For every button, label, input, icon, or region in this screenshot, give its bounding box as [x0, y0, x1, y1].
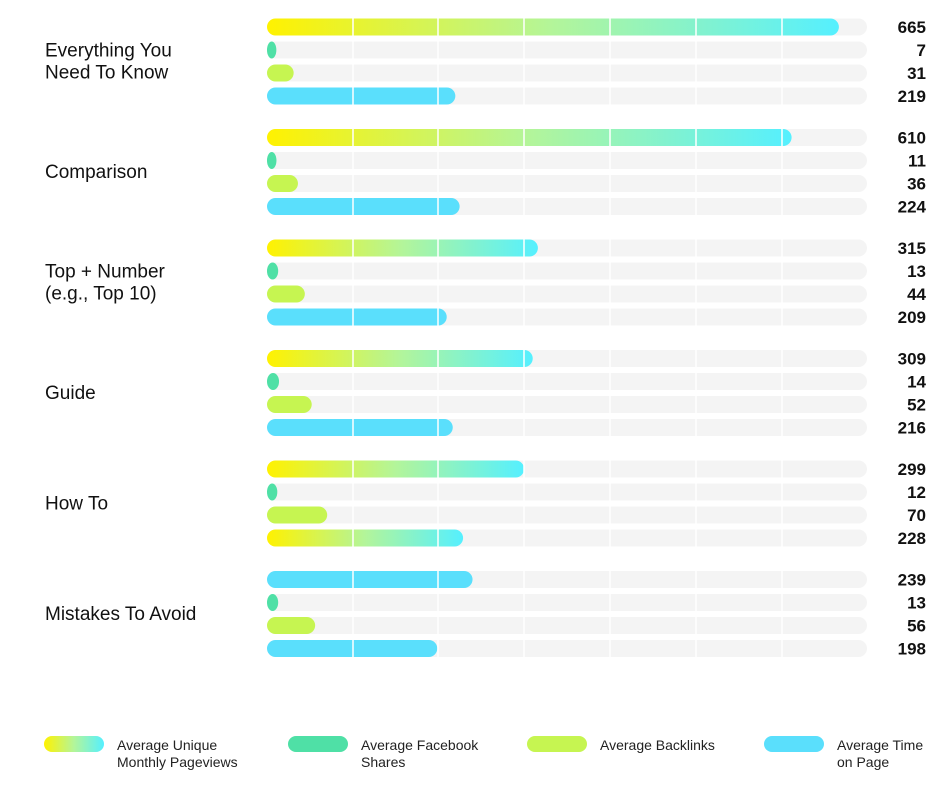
value-label: 299 [898, 460, 926, 479]
bar-facebook [267, 594, 279, 611]
bar-track [267, 175, 867, 192]
legend-label-facebook: Average Facebook Shares [361, 737, 479, 770]
value-labels: 665 7 31 219 610 11 36 224 315 13 44 209 309 14 52 216 2… [898, 18, 927, 659]
bar-time [267, 419, 453, 436]
bar-pageviews [267, 239, 538, 257]
bar-track [267, 262, 867, 280]
value-label: 31 [907, 64, 926, 83]
bar-backlinks [267, 506, 328, 524]
bar-time [267, 87, 456, 105]
value-label: 14 [907, 373, 926, 392]
value-label: 52 [907, 396, 926, 415]
bar-track [267, 152, 867, 169]
value-label: 219 [898, 87, 926, 106]
legend-swatch-backlinks [527, 736, 587, 752]
bar-pageviews [267, 571, 473, 588]
bar-track [267, 483, 867, 501]
category-label: Everything You Need To Know [45, 41, 172, 84]
value-label: 610 [898, 129, 926, 148]
value-label: 216 [898, 419, 926, 438]
bar-backlinks [267, 175, 298, 192]
value-label: 7 [917, 41, 926, 60]
value-label: 11 [908, 152, 926, 171]
bar-facebook [267, 483, 278, 501]
bar-chart: 665 7 31 219 610 11 36 224 315 13 44 209 309 14 52 216 2… [45, 10, 927, 665]
bar-facebook [267, 262, 279, 280]
bar-track [267, 396, 867, 413]
bar-pageviews [267, 460, 525, 478]
legend-label-pageviews: Average Unique Monthly Pageviews [117, 737, 238, 770]
legend-item-facebook: Average Facebook Shares [288, 730, 478, 771]
bar-backlinks [267, 617, 316, 634]
value-label: 309 [898, 350, 926, 369]
bar-backlinks [267, 285, 305, 303]
value-label: 36 [907, 175, 926, 194]
bar-pageviews [267, 350, 533, 367]
bar-backlinks [267, 64, 294, 82]
legend-label-time: Average Time on Page [837, 737, 924, 770]
value-label: 13 [907, 262, 926, 281]
value-label: 209 [898, 308, 926, 327]
legend-label-backlinks: Average Backlinks [600, 737, 715, 753]
legend-item-pageviews: Average Unique Monthly Pageviews [44, 730, 238, 771]
legend-swatch-time [764, 736, 824, 752]
category-label: Comparison [45, 162, 147, 183]
value-label: 228 [898, 529, 926, 548]
category-label: How To [45, 494, 108, 515]
value-label: 13 [907, 594, 926, 613]
legend-swatch-facebook [288, 736, 348, 752]
value-label: 56 [907, 617, 926, 636]
legend-item-time: Average Time on Page [764, 730, 923, 771]
bar-track [267, 64, 867, 82]
bar-track [267, 373, 867, 390]
bar-track [267, 594, 867, 611]
bar-facebook [267, 152, 277, 169]
category-label: Guide [45, 383, 96, 404]
value-label: 70 [907, 506, 926, 525]
bar-time [267, 640, 438, 657]
value-label: 44 [907, 285, 926, 304]
legend-swatch-pageviews [44, 736, 104, 752]
bar-facebook [267, 373, 280, 390]
bar-track [267, 506, 867, 524]
bar-time [267, 198, 460, 215]
bar-pageviews [267, 129, 792, 146]
legend-item-backlinks: Average Backlinks [527, 730, 715, 754]
bar-track [267, 617, 867, 634]
bar-backlinks [267, 396, 312, 413]
bar-track [267, 285, 867, 303]
bar-track [267, 41, 867, 59]
bar-facebook [267, 41, 277, 59]
bar-tracks [267, 18, 867, 657]
value-label: 239 [898, 571, 926, 590]
bar-time [267, 308, 447, 326]
category-label: Mistakes To Avoid [45, 604, 196, 625]
category-labels: Everything You Need To Know Comparison Top … [45, 41, 196, 626]
value-label: 665 [898, 18, 926, 37]
category-label: Top + Number (e.g., Top 10) [45, 262, 166, 305]
value-label: 315 [898, 239, 926, 258]
bar-dividers [352, 10, 783, 665]
bar-time [267, 529, 464, 547]
value-label: 12 [907, 483, 926, 502]
legend: Average Unique Monthly Pageviews Average… [0, 730, 952, 780]
value-label: 198 [898, 640, 926, 659]
value-label: 224 [898, 198, 927, 217]
